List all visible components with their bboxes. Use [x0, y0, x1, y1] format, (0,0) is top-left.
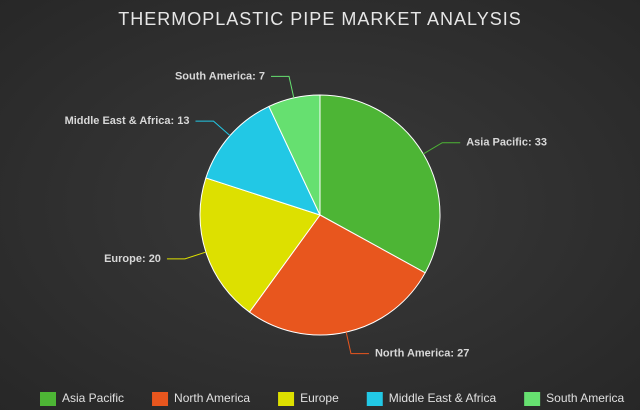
legend-swatch	[524, 392, 541, 406]
legend-swatch	[278, 392, 295, 406]
legend-label: Asia Pacific	[62, 391, 124, 405]
pie-slice	[199, 177, 321, 313]
legend-swatch	[152, 392, 169, 406]
pie-slice	[205, 105, 321, 216]
leader-line	[166, 251, 207, 260]
data-label: Middle East & Africa: 13	[65, 115, 190, 127]
legend-label: Middle East & Africa	[389, 391, 497, 405]
leader-line	[195, 120, 231, 137]
data-label: South America: 7	[175, 70, 265, 82]
legend-label: Europe	[300, 391, 339, 405]
leader-line	[345, 332, 369, 355]
legend-label: South America	[546, 391, 624, 405]
leader-line	[271, 75, 295, 98]
pie-slice	[319, 94, 441, 274]
pie-slice	[248, 214, 426, 336]
data-label: Europe: 20	[104, 253, 161, 265]
legend-label: North America	[174, 391, 250, 405]
chart-title: THERMOPLASTIC PIPE MARKET ANALYSIS	[118, 9, 521, 29]
data-label: North America: 27	[375, 347, 469, 359]
legend-swatch	[366, 392, 383, 406]
leader-line	[423, 142, 461, 155]
data-label: Asia Pacific: 33	[466, 137, 547, 149]
legend-swatch	[40, 392, 56, 406]
